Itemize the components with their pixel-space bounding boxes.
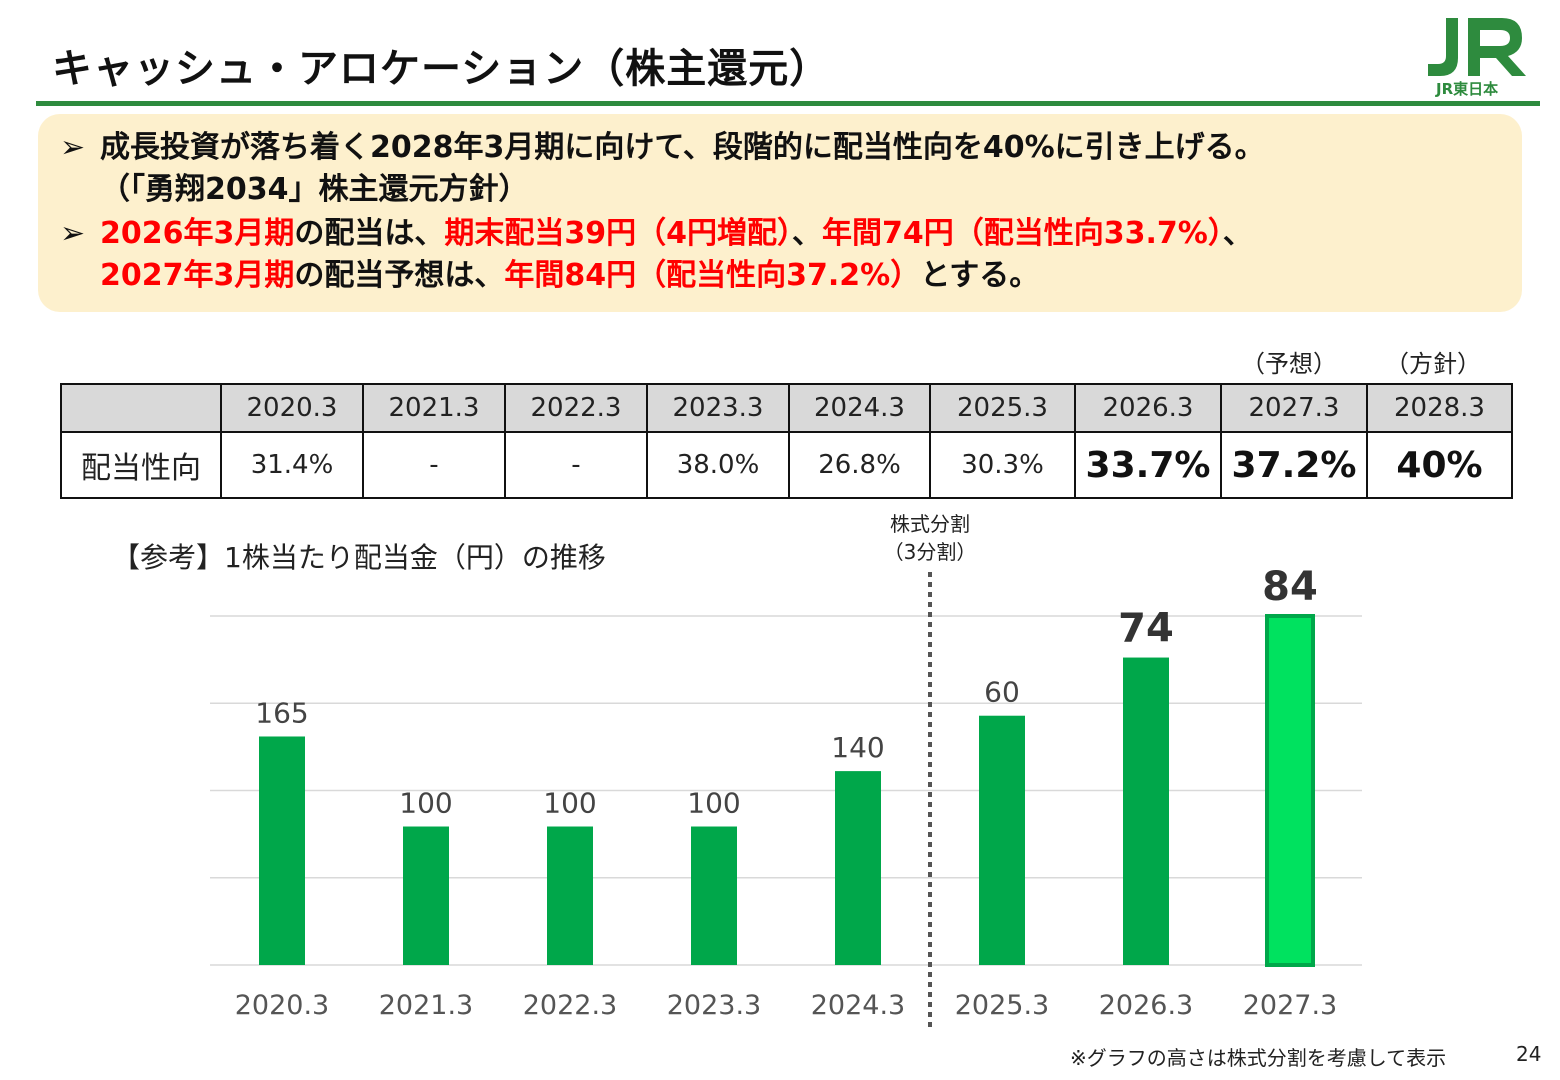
highlight-text: 期末配当39円（4円増配） (444, 216, 792, 251)
x-tick-label: 2020.3 (235, 990, 329, 1021)
payout-ratio-cell: 31.4% (220, 431, 364, 499)
x-tick-label: 2025.3 (955, 990, 1049, 1021)
data-label: 100 (399, 787, 452, 820)
body-text: の配当予想は、 (294, 258, 505, 293)
payout-ratio-cell: - (362, 431, 506, 499)
page-title: キャッシュ・アロケーション（株主還元） (52, 46, 831, 92)
data-label: 84 (1262, 564, 1318, 610)
bar (835, 771, 881, 965)
body-text: 、 (1222, 216, 1253, 251)
arrow-bullet-icon: ➢ (60, 130, 86, 165)
data-label: 100 (687, 787, 740, 820)
year-header-cell: 2026.3 (1074, 383, 1222, 433)
policy-label: （方針） (1385, 350, 1481, 378)
payout-ratio-cell: 26.8% (788, 431, 931, 499)
page-number: 24 (1516, 1042, 1542, 1066)
x-tick-label: 2023.3 (667, 990, 761, 1021)
data-label: 100 (543, 787, 596, 820)
bar (1123, 657, 1169, 965)
data-label: 140 (831, 731, 884, 764)
bullet-2-line-1: 2026年3月期の配当は、期末配当39円（4円増配）、年間74円（配当性向33.… (100, 216, 1253, 251)
highlight-text: 年間84円（配当性向37.2%） (504, 258, 921, 293)
data-label: 74 (1118, 606, 1174, 652)
year-header-cell: 2020.3 (220, 383, 364, 433)
payout-ratio-cell: 37.2% (1220, 431, 1368, 499)
chart-title: 【参考】1株当たり配当金（円）の推移 (112, 541, 606, 574)
body-text: 、 (792, 216, 822, 251)
table-row: 配当性向 31.4% - -38.0% 26.8% 30.3% 33.7% 37.2% 40% (60, 431, 1513, 499)
highlight-text: 2027年3月期 (100, 258, 295, 293)
x-tick-label: 2027.3 (1243, 990, 1337, 1021)
year-header-cell: 2028.3 (1366, 383, 1513, 433)
data-label: 60 (984, 676, 1020, 709)
title-divider (36, 101, 1540, 106)
highlight-text: 2026年3月期 (100, 216, 295, 251)
year-header-cell: 2021.3 (362, 383, 506, 433)
footnote: ※グラフの高さは株式分割を考慮して表示 (1070, 1046, 1447, 1070)
jr-logo: JR (1428, 18, 1526, 76)
payout-ratio-table: 2020.3 2021.3 2022.3 2023.3 2024.3 2025.3 2026… (60, 383, 1513, 499)
year-header-cell: 2025.3 (929, 383, 1076, 433)
payout-ratio-cell: 40% (1366, 431, 1513, 499)
payout-ratio-cell: 33.7% (1074, 431, 1222, 499)
bar (547, 826, 593, 965)
year-header-cell: 2022.3 (504, 383, 648, 433)
bar (979, 715, 1025, 965)
payout-ratio-cell: 38.0% (646, 431, 790, 499)
arrow-bullet-icon: ➢ (60, 216, 86, 251)
body-text: の配当は、 (294, 216, 445, 251)
x-tick-label: 2022.3 (523, 990, 617, 1021)
payout-ratio-cell: 30.3% (929, 431, 1076, 499)
bullet-1-sub: （「勇翔2034」株主還元方針） (100, 172, 529, 207)
body-text: とする。 (920, 258, 1040, 293)
bar (403, 826, 449, 965)
bullet-2: ➢ 2026年3月期の配当は、期末配当39円（4円増配）、年間74円（配当性向33… (60, 214, 1253, 254)
payout-ratio-cell: - (504, 431, 648, 499)
x-tick-label: 2026.3 (1099, 990, 1193, 1021)
summary-box (38, 114, 1522, 312)
header-blank-cell (60, 383, 222, 433)
bullet-1: ➢ 成長投資が落ち着く2028年3月期に向けて、段階的に配当性向を40%に引き上げ… (60, 128, 1265, 168)
bar (1265, 614, 1315, 967)
year-header-cell: 2027.3 (1220, 383, 1368, 433)
data-label: 165 (255, 696, 308, 729)
bar (259, 736, 305, 965)
table-header-row: 2020.3 2021.3 2022.3 2023.3 2024.3 2025.3 2026… (60, 383, 1513, 433)
year-header-cell: 2024.3 (788, 383, 931, 433)
bullet-2-line-2: 2027年3月期の配当予想は、年間84円（配当性向37.2%）とする。 (100, 256, 1039, 296)
logo-name: JR東日本 (1436, 80, 1499, 98)
year-header-cell: 2023.3 (646, 383, 790, 433)
x-tick-label: 2021.3 (379, 990, 473, 1021)
x-tick-label: 2024.3 (811, 990, 905, 1021)
highlight-text: 年間74円（配当性向33.7%） (822, 216, 1223, 251)
stock-split-note: 株式分割 （3分割） (883, 512, 977, 564)
row-label: 配当性向 (60, 431, 222, 499)
forecast-label: （予想） (1241, 350, 1337, 378)
bar (691, 826, 737, 965)
